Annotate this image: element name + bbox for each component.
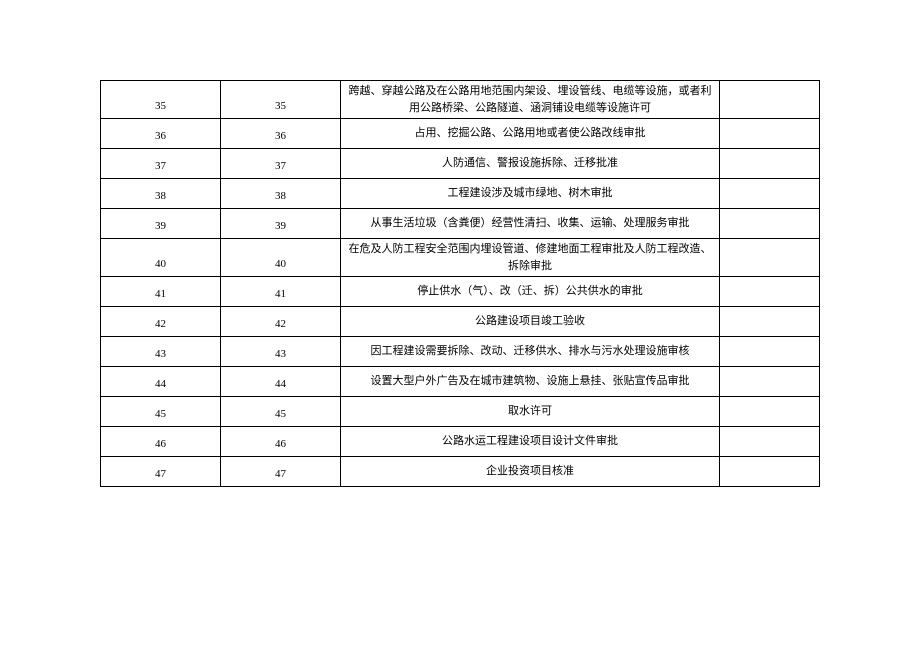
row-description: 取水许可 — [341, 397, 720, 427]
row-number-2: 45 — [221, 397, 341, 427]
row-number-1: 40 — [101, 239, 221, 277]
table-row: 3636占用、挖掘公路、公路用地或者使公路改线审批 — [101, 119, 820, 149]
row-remark — [720, 307, 820, 337]
row-number-2: 46 — [221, 427, 341, 457]
table-row: 3737人防通信、警报设施拆除、迁移批准 — [101, 149, 820, 179]
row-description: 停止供水（气）、改（迁、拆）公共供水的审批 — [341, 277, 720, 307]
row-remark — [720, 337, 820, 367]
row-number-2: 36 — [221, 119, 341, 149]
row-number-2: 43 — [221, 337, 341, 367]
row-number-2: 37 — [221, 149, 341, 179]
table-row: 4545取水许可 — [101, 397, 820, 427]
table-row: 4646公路水运工程建设项目设计文件审批 — [101, 427, 820, 457]
row-remark — [720, 149, 820, 179]
table-row: 3838工程建设涉及城市绿地、树木审批 — [101, 179, 820, 209]
table-row: 3535跨越、穿越公路及在公路用地范围内架设、埋设管线、电缆等设施，或者利用公路… — [101, 81, 820, 119]
row-number-1: 43 — [101, 337, 221, 367]
row-description: 在危及人防工程安全范围内埋设管道、修建地面工程审批及人防工程改造、拆除审批 — [341, 239, 720, 277]
row-number-1: 39 — [101, 209, 221, 239]
row-remark — [720, 209, 820, 239]
table-body: 3535跨越、穿越公路及在公路用地范围内架设、埋设管线、电缆等设施，或者利用公路… — [101, 81, 820, 487]
row-remark — [720, 397, 820, 427]
row-number-2: 47 — [221, 457, 341, 487]
table-row: 4141停止供水（气）、改（迁、拆）公共供水的审批 — [101, 277, 820, 307]
table-row: 4444设置大型户外广告及在城市建筑物、设施上悬挂、张贴宣传品审批 — [101, 367, 820, 397]
row-description: 公路水运工程建设项目设计文件审批 — [341, 427, 720, 457]
row-number-2: 42 — [221, 307, 341, 337]
table-row: 4242公路建设项目竣工验收 — [101, 307, 820, 337]
row-number-1: 38 — [101, 179, 221, 209]
row-number-1: 37 — [101, 149, 221, 179]
table-row: 4747企业投资项目核准 — [101, 457, 820, 487]
row-number-2: 40 — [221, 239, 341, 277]
row-remark — [720, 119, 820, 149]
table-row: 4343因工程建设需要拆除、改动、迁移供水、排水与污水处理设施审核 — [101, 337, 820, 367]
row-number-1: 47 — [101, 457, 221, 487]
row-remark — [720, 427, 820, 457]
row-description: 公路建设项目竣工验收 — [341, 307, 720, 337]
row-remark — [720, 239, 820, 277]
row-number-2: 41 — [221, 277, 341, 307]
table-row: 4040在危及人防工程安全范围内埋设管道、修建地面工程审批及人防工程改造、拆除审… — [101, 239, 820, 277]
row-remark — [720, 367, 820, 397]
row-number-2: 35 — [221, 81, 341, 119]
row-description: 工程建设涉及城市绿地、树木审批 — [341, 179, 720, 209]
row-number-1: 44 — [101, 367, 221, 397]
row-number-2: 38 — [221, 179, 341, 209]
row-description: 占用、挖掘公路、公路用地或者使公路改线审批 — [341, 119, 720, 149]
row-description: 从事生活垃圾（含粪便）经营性清扫、收集、运输、处理服务审批 — [341, 209, 720, 239]
row-remark — [720, 81, 820, 119]
row-description: 人防通信、警报设施拆除、迁移批准 — [341, 149, 720, 179]
row-description: 设置大型户外广告及在城市建筑物、设施上悬挂、张贴宣传品审批 — [341, 367, 720, 397]
row-remark — [720, 179, 820, 209]
table-row: 3939从事生活垃圾（含粪便）经营性清扫、收集、运输、处理服务审批 — [101, 209, 820, 239]
row-number-1: 36 — [101, 119, 221, 149]
row-description: 企业投资项目核准 — [341, 457, 720, 487]
row-number-2: 44 — [221, 367, 341, 397]
row-number-1: 41 — [101, 277, 221, 307]
row-remark — [720, 457, 820, 487]
row-number-1: 42 — [101, 307, 221, 337]
row-number-2: 39 — [221, 209, 341, 239]
row-number-1: 35 — [101, 81, 221, 119]
approval-items-table: 3535跨越、穿越公路及在公路用地范围内架设、埋设管线、电缆等设施，或者利用公路… — [100, 80, 820, 487]
row-description: 跨越、穿越公路及在公路用地范围内架设、埋设管线、电缆等设施，或者利用公路桥梁、公… — [341, 81, 720, 119]
row-remark — [720, 277, 820, 307]
row-description: 因工程建设需要拆除、改动、迁移供水、排水与污水处理设施审核 — [341, 337, 720, 367]
row-number-1: 46 — [101, 427, 221, 457]
row-number-1: 45 — [101, 397, 221, 427]
